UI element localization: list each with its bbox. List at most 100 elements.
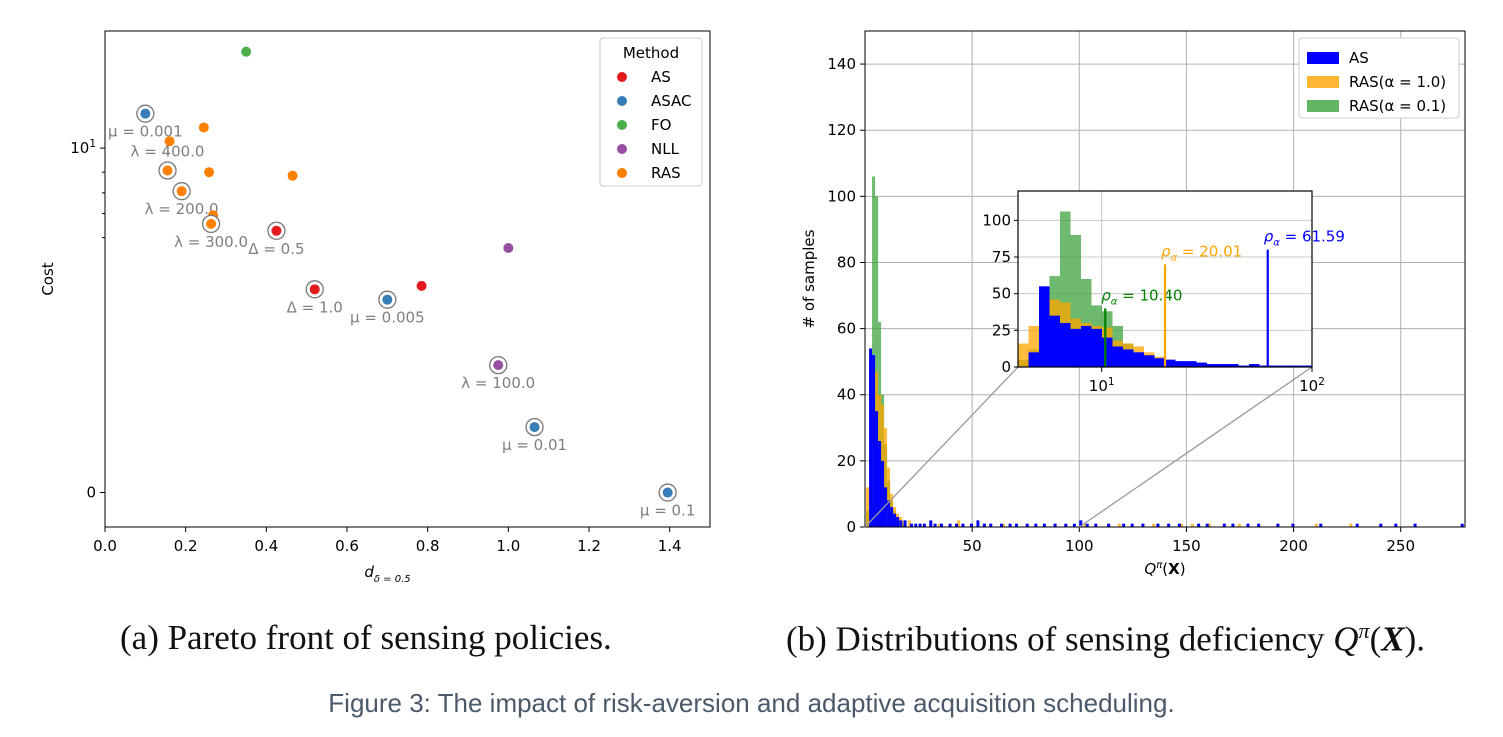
point-ras bbox=[162, 165, 173, 176]
point-ras bbox=[176, 186, 187, 197]
hist-bar bbox=[1130, 523, 1134, 527]
x-axis-label: Qπ(X) bbox=[1144, 560, 1185, 578]
hist-bar bbox=[1094, 523, 1098, 527]
hist-bar bbox=[976, 520, 980, 527]
hist-bar bbox=[872, 176, 876, 527]
hist-bar bbox=[1000, 523, 1003, 527]
y-axis-label: Cost bbox=[39, 262, 57, 295]
inset-hist-bar bbox=[1270, 365, 1281, 367]
hist-bar bbox=[1072, 523, 1076, 527]
x-tick-label: 1.0 bbox=[496, 537, 520, 555]
inset-hist-bar bbox=[1228, 364, 1239, 367]
hist-bar bbox=[1064, 523, 1068, 527]
inset-x-tick-label: 101 bbox=[1089, 376, 1115, 395]
legend-marker-nll bbox=[617, 144, 627, 154]
y-tick-label: 80 bbox=[837, 253, 856, 271]
inset-hist-bar bbox=[1238, 365, 1249, 367]
hist-bar bbox=[899, 520, 903, 527]
x-tick-label: 0.0 bbox=[93, 537, 117, 555]
point-as bbox=[416, 280, 427, 291]
hist-bar bbox=[1237, 523, 1241, 527]
caption-b-math-x: X bbox=[1381, 619, 1405, 659]
hist-bar bbox=[970, 523, 973, 527]
hist-bar bbox=[907, 520, 911, 527]
y-tick-label: 101 bbox=[70, 138, 96, 157]
legend-label: RAS(α = 1.0) bbox=[1349, 73, 1446, 91]
x-tick-label: 1.4 bbox=[658, 537, 682, 555]
caption-b-open-paren: ( bbox=[1369, 619, 1382, 659]
x-tick-label: 0.2 bbox=[174, 537, 198, 555]
inset-hist-bar bbox=[1280, 365, 1291, 367]
hist-bar bbox=[893, 513, 897, 527]
hist-bar bbox=[881, 460, 885, 527]
point-as bbox=[271, 225, 282, 236]
point-asac bbox=[140, 108, 151, 119]
zoom-connector bbox=[1078, 366, 1313, 528]
figure-caption: Figure 3: The impact of risk-aversion an… bbox=[328, 688, 1175, 718]
point-nll bbox=[493, 360, 504, 371]
hist-bar bbox=[1246, 523, 1250, 527]
y-tick-label: 0 bbox=[86, 484, 96, 502]
inset-y-tick-label: 100 bbox=[982, 211, 1011, 229]
inset-hist-bar bbox=[1196, 362, 1207, 367]
inset-hist-bar bbox=[1186, 361, 1197, 367]
x-tick-label: 100 bbox=[1065, 537, 1094, 555]
hist-bar bbox=[902, 520, 906, 527]
legend-title: Method bbox=[623, 44, 679, 62]
hist-bar bbox=[869, 348, 873, 527]
hist-bar bbox=[918, 523, 922, 527]
legend-swatch bbox=[1307, 52, 1339, 64]
inset-hist-bar bbox=[1154, 358, 1165, 367]
point-ras bbox=[287, 170, 298, 181]
hist-bar bbox=[890, 507, 894, 527]
hist-bar bbox=[1177, 523, 1181, 527]
inset-hist-bar bbox=[1301, 365, 1312, 367]
hist-bar bbox=[1079, 520, 1083, 527]
inset-hist-bar bbox=[1028, 325, 1039, 367]
hist-bar bbox=[1085, 523, 1089, 527]
hist-bar bbox=[1355, 523, 1359, 527]
inset-hist-bar bbox=[1049, 315, 1060, 367]
hist-bar bbox=[1152, 523, 1156, 527]
legend-marker-fo bbox=[617, 120, 627, 130]
hist-bar bbox=[1379, 523, 1383, 527]
hist-bar bbox=[1197, 523, 1201, 527]
hist-bar bbox=[933, 523, 937, 527]
legend-swatch bbox=[1307, 100, 1339, 112]
inset-hist-bar bbox=[1060, 323, 1071, 367]
hist-bar bbox=[929, 520, 933, 527]
hist-bar bbox=[957, 520, 961, 527]
inset-hist-bar bbox=[1060, 211, 1071, 367]
hist-bar bbox=[1180, 523, 1183, 527]
point-annotation: μ = 0.001 bbox=[108, 123, 183, 141]
hist-bar bbox=[914, 523, 918, 527]
point-annotation: μ = 0.1 bbox=[640, 502, 696, 520]
hist-bar bbox=[937, 523, 941, 527]
point-annotation: λ = 300.0 bbox=[174, 233, 248, 251]
point-asac bbox=[382, 294, 393, 305]
hist-bar bbox=[887, 467, 891, 527]
caption-b-suffix: ). bbox=[1404, 619, 1425, 659]
point-ras bbox=[204, 167, 215, 178]
hist-bar bbox=[875, 196, 879, 528]
point-annotation: μ = 0.01 bbox=[502, 436, 567, 454]
point-fo bbox=[241, 46, 252, 57]
hist-bar bbox=[1167, 523, 1171, 527]
y-tick-label: 20 bbox=[837, 452, 856, 470]
point-nll bbox=[503, 243, 514, 253]
hist-bar bbox=[884, 427, 888, 527]
inset-hist-bar bbox=[1175, 361, 1186, 367]
hist-bar bbox=[1222, 523, 1226, 527]
inset-x-tick-label: 102 bbox=[1299, 376, 1325, 395]
risk-marker-label: ρα = 10.40 bbox=[1101, 286, 1182, 307]
legend-marker-asac bbox=[617, 96, 627, 106]
inset-hist-bar bbox=[1165, 359, 1176, 367]
hist-bar bbox=[961, 523, 965, 527]
x-tick-label: 50 bbox=[963, 537, 982, 555]
hist-bar bbox=[1205, 523, 1209, 527]
hist-bar bbox=[1053, 523, 1057, 527]
legend-label: FO bbox=[651, 116, 671, 134]
hist-bar bbox=[1349, 523, 1353, 527]
x-tick-label: 1.2 bbox=[577, 537, 601, 555]
hist-bar bbox=[1231, 523, 1235, 527]
